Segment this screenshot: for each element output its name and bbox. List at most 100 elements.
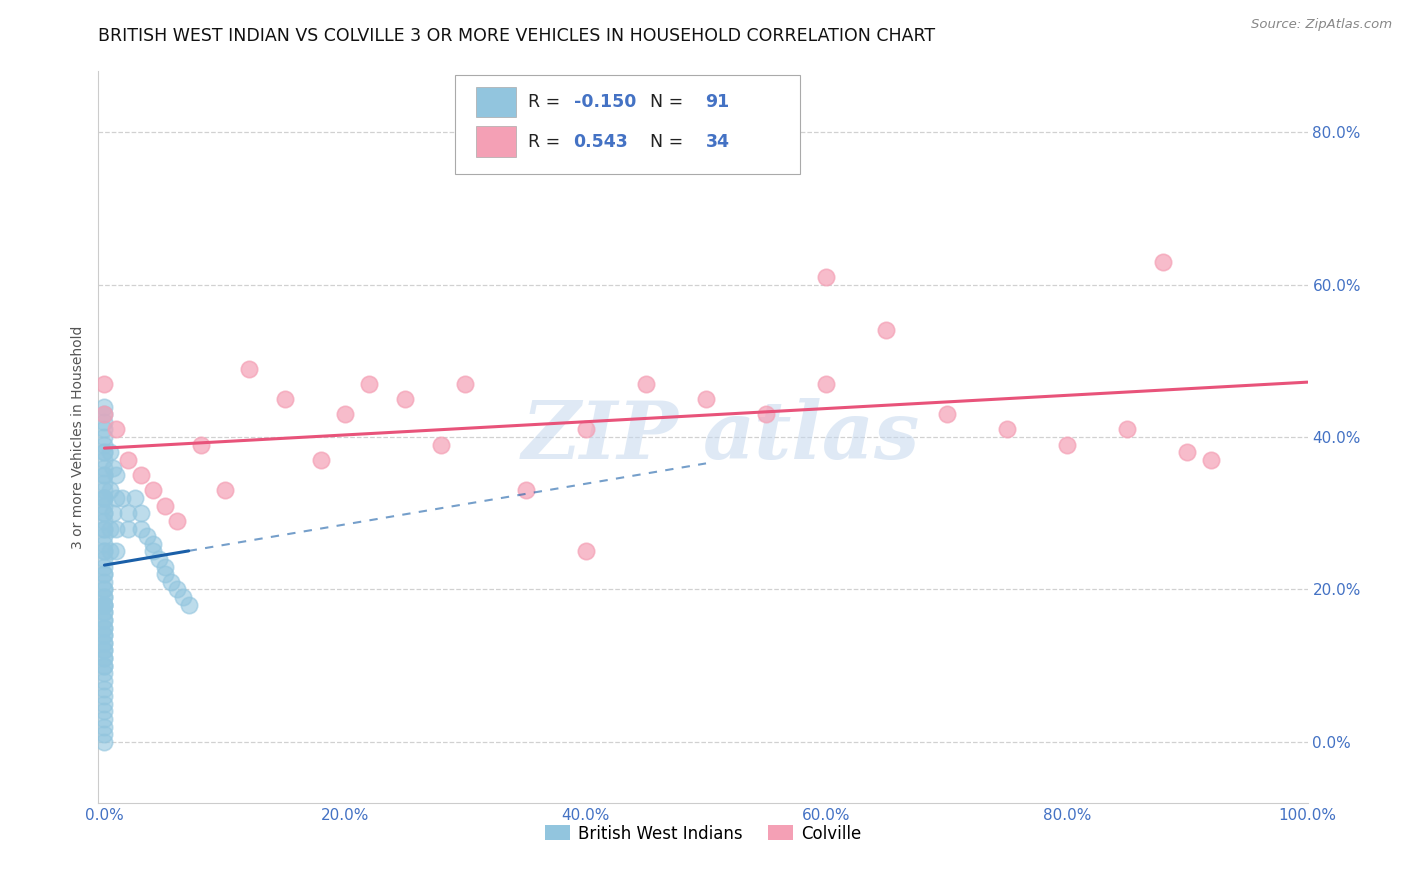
Point xyxy=(333,407,356,421)
Y-axis label: 3 or more Vehicles in Household: 3 or more Vehicles in Household xyxy=(70,326,84,549)
Point xyxy=(1116,422,1139,436)
Point xyxy=(93,460,115,475)
Point xyxy=(935,407,957,421)
Text: -0.150: -0.150 xyxy=(574,93,636,112)
Point xyxy=(93,415,115,429)
Point xyxy=(93,491,115,505)
Point xyxy=(93,658,115,673)
Point xyxy=(93,537,115,551)
Point xyxy=(93,506,115,520)
Point xyxy=(93,445,115,459)
Point xyxy=(159,574,181,589)
Point xyxy=(274,392,297,406)
Point xyxy=(93,636,115,650)
Point xyxy=(93,735,115,749)
Point xyxy=(93,400,115,414)
Point xyxy=(93,590,115,604)
Point xyxy=(93,681,115,696)
Point xyxy=(166,582,188,597)
Point xyxy=(166,514,188,528)
Point xyxy=(93,430,115,444)
Point xyxy=(100,483,122,498)
Text: 91: 91 xyxy=(706,93,730,112)
Point xyxy=(93,529,115,543)
Point xyxy=(105,521,128,535)
Point xyxy=(93,438,115,452)
Point xyxy=(995,422,1018,436)
Point xyxy=(430,438,453,452)
Point xyxy=(153,499,176,513)
Point xyxy=(93,506,115,520)
Point xyxy=(117,521,139,535)
Point xyxy=(93,567,115,582)
Point xyxy=(93,468,115,483)
Point xyxy=(93,521,115,535)
Point xyxy=(105,491,128,505)
Point xyxy=(93,628,115,642)
Point xyxy=(177,598,200,612)
Text: N =: N = xyxy=(638,133,689,151)
Point xyxy=(93,499,115,513)
Point xyxy=(153,567,176,582)
Point xyxy=(93,643,115,657)
Point xyxy=(93,636,115,650)
Bar xyxy=(475,126,516,157)
Point xyxy=(93,567,115,582)
Point xyxy=(93,673,115,688)
Point xyxy=(111,491,134,505)
Point xyxy=(875,323,897,337)
Text: atlas: atlas xyxy=(703,399,921,475)
Point xyxy=(105,544,128,558)
Point xyxy=(93,376,115,391)
Point xyxy=(93,666,115,681)
Point xyxy=(815,376,838,391)
Point xyxy=(93,613,115,627)
Point xyxy=(93,651,115,665)
Point xyxy=(93,544,115,558)
Point xyxy=(394,392,416,406)
Point xyxy=(142,544,165,558)
Point xyxy=(575,544,598,558)
Point xyxy=(309,453,332,467)
Point xyxy=(359,376,381,391)
Point xyxy=(117,453,139,467)
Point xyxy=(1152,255,1174,269)
Point xyxy=(129,468,152,483)
Point xyxy=(101,460,124,475)
Point xyxy=(93,689,115,703)
Point xyxy=(93,613,115,627)
Point xyxy=(124,491,146,505)
Point xyxy=(93,720,115,734)
Point xyxy=(93,453,115,467)
Text: 34: 34 xyxy=(706,133,730,151)
Legend: British West Indians, Colville: British West Indians, Colville xyxy=(538,818,868,849)
Point xyxy=(1056,438,1078,452)
Point xyxy=(93,651,115,665)
Point xyxy=(100,445,122,459)
Point xyxy=(815,270,838,285)
Point xyxy=(93,658,115,673)
Point xyxy=(755,407,778,421)
Point xyxy=(190,438,212,452)
Point xyxy=(142,483,165,498)
Point xyxy=(93,552,115,566)
Point xyxy=(93,590,115,604)
Point xyxy=(101,506,124,520)
Point xyxy=(129,506,152,520)
Text: R =: R = xyxy=(527,93,565,112)
Point xyxy=(214,483,236,498)
Point xyxy=(93,491,115,505)
Point xyxy=(100,521,122,535)
Point xyxy=(93,475,115,490)
Point xyxy=(93,628,115,642)
Point xyxy=(172,590,194,604)
Point xyxy=(575,422,598,436)
Point xyxy=(1201,453,1223,467)
Point xyxy=(93,514,115,528)
Point xyxy=(93,468,115,483)
FancyBboxPatch shape xyxy=(456,75,800,174)
Point xyxy=(93,491,115,505)
Point xyxy=(515,483,537,498)
Point xyxy=(454,376,477,391)
Point xyxy=(93,727,115,741)
